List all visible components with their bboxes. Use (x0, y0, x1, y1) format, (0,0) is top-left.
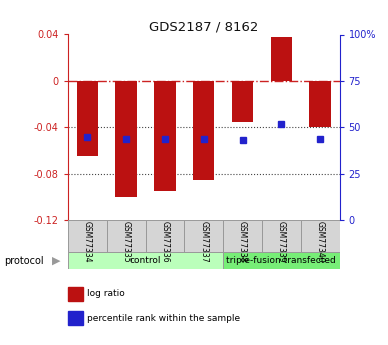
FancyBboxPatch shape (223, 220, 262, 252)
Text: protocol: protocol (4, 256, 43, 266)
Text: GSM77339: GSM77339 (277, 221, 286, 263)
Text: percentile rank within the sample: percentile rank within the sample (87, 314, 241, 323)
Text: GSM77334: GSM77334 (83, 221, 92, 263)
Bar (310, 81, 331, 127)
Bar (193, 81, 215, 180)
Bar (116, 81, 137, 197)
Title: GDS2187 / 8162: GDS2187 / 8162 (149, 20, 258, 33)
Text: GSM77338: GSM77338 (238, 221, 247, 263)
FancyBboxPatch shape (223, 252, 340, 269)
Text: GSM77340: GSM77340 (315, 221, 325, 263)
Bar (232, 81, 253, 121)
Text: GSM77337: GSM77337 (199, 221, 208, 263)
Text: log ratio: log ratio (87, 289, 125, 298)
Bar (76, 81, 98, 156)
FancyBboxPatch shape (68, 220, 107, 252)
Text: GSM77336: GSM77336 (160, 221, 170, 263)
FancyBboxPatch shape (184, 220, 223, 252)
FancyBboxPatch shape (107, 220, 146, 252)
Text: ▶: ▶ (52, 256, 61, 266)
Text: GSM77335: GSM77335 (121, 221, 131, 263)
Text: control: control (130, 256, 161, 265)
Bar (271, 37, 292, 81)
FancyBboxPatch shape (262, 220, 301, 252)
FancyBboxPatch shape (301, 220, 340, 252)
FancyBboxPatch shape (68, 252, 223, 269)
Bar (154, 81, 176, 191)
FancyBboxPatch shape (146, 220, 184, 252)
Text: triple-fusion transfected: triple-fusion transfected (227, 256, 336, 265)
